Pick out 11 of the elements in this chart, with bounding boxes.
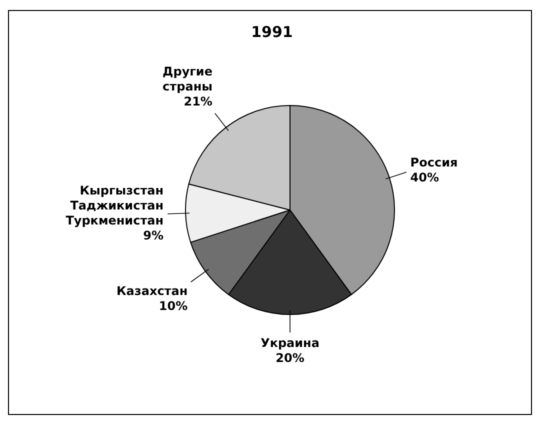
slice-label: Казахстан xyxy=(116,284,188,298)
slice-label: Другие страны xyxy=(162,64,212,94)
slice-label: Украина xyxy=(260,336,320,350)
slice-label: Россия xyxy=(410,156,458,170)
data-label: 10% xyxy=(158,298,188,313)
data-label: 40% xyxy=(410,170,440,185)
data-label: 20% xyxy=(276,351,304,366)
slice-label: Кыргызстан Таджикистан Туркменистан xyxy=(66,184,164,228)
data-label: 21% xyxy=(184,94,212,109)
data-label: 9% xyxy=(143,228,164,243)
chart-title: 1991 xyxy=(251,22,293,41)
